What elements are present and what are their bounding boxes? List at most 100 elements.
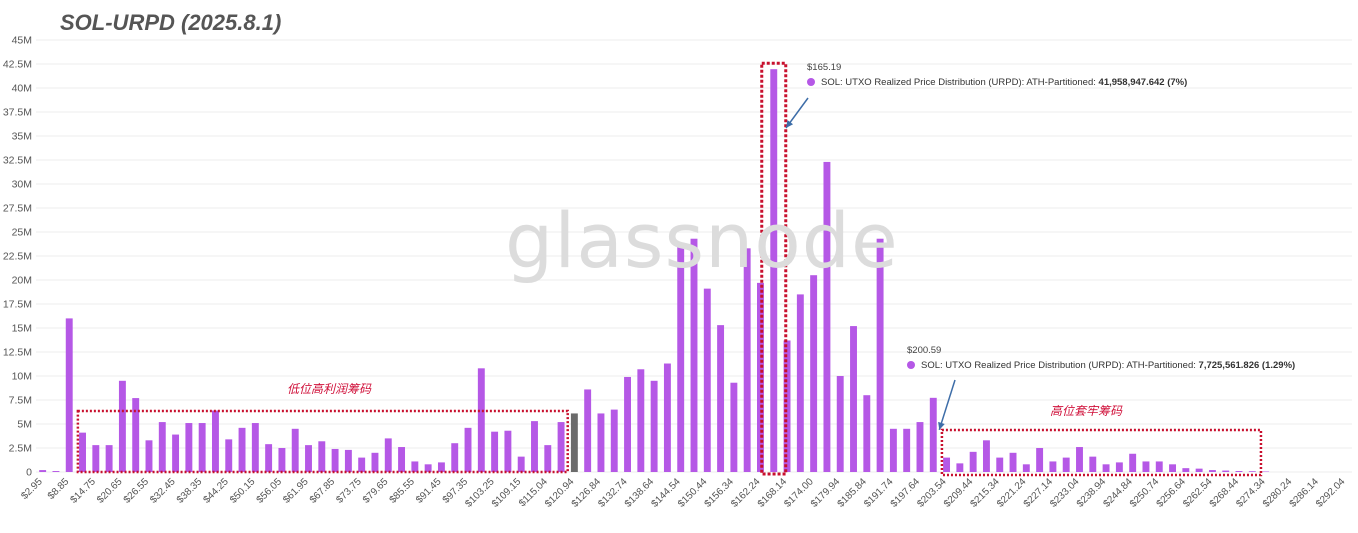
bar-$32.45[interactable] (172, 434, 180, 472)
bar-$82.60[interactable] (398, 447, 406, 472)
bar-$123.89[interactable] (584, 389, 592, 472)
bar-$250.74[interactable] (1155, 461, 1163, 472)
bar-$76.70[interactable] (371, 452, 379, 472)
bar-$17.70[interactable] (105, 445, 113, 472)
bar-$117.99[interactable] (557, 422, 565, 472)
bar-$233.04[interactable] (1076, 447, 1083, 472)
bar-$50.15[interactable] (251, 423, 259, 472)
bar-$79.65[interactable] (384, 438, 392, 472)
bar-$53.10[interactable] (265, 444, 273, 472)
bar-$73.75[interactable] (358, 457, 366, 472)
bar-$147.49[interactable] (690, 238, 698, 472)
high-zone-label: 高位套牢筹码 (1050, 404, 1123, 418)
bar-$126.84[interactable] (597, 413, 605, 472)
bar-$38.35[interactable] (198, 423, 206, 472)
bar-$235.99[interactable] (1089, 456, 1097, 472)
bar-$191.74[interactable] (889, 428, 897, 472)
y-tick-label: 25M (12, 227, 32, 239)
bar-$20.65[interactable] (118, 380, 126, 472)
bar-$141.59[interactable] (663, 363, 671, 472)
bar-$171.09[interactable] (796, 294, 804, 472)
bar-$203.54[interactable] (943, 457, 951, 472)
bar-$44.25[interactable] (225, 439, 233, 472)
bar-$212.39[interactable] (982, 440, 990, 472)
bar-$67.85[interactable] (331, 448, 339, 472)
bar-$247.79[interactable] (1142, 461, 1150, 472)
y-tick-label: 5M (17, 419, 32, 431)
bar-$209.44[interactable] (969, 451, 977, 472)
bar-$159.29[interactable] (743, 248, 751, 472)
bar-$70.80[interactable] (344, 449, 352, 472)
bar-$268.44[interactable] (1235, 471, 1243, 472)
bar-$2.95[interactable] (39, 470, 47, 472)
bar-$103.25[interactable] (491, 431, 499, 472)
bar-$112.10[interactable] (531, 421, 538, 472)
bar-$194.69[interactable] (903, 428, 911, 472)
bar-$153.39[interactable] (717, 325, 725, 472)
bar-$100.30[interactable] (477, 368, 485, 472)
bar-$265.49[interactable] (1222, 470, 1230, 472)
bar-$85.55[interactable] (411, 461, 419, 472)
bar-$135.69[interactable] (637, 369, 645, 472)
bar-$56.05[interactable] (278, 448, 286, 472)
bar-$221.24[interactable] (1022, 464, 1030, 472)
bar-$23.60[interactable] (132, 398, 140, 472)
bar-$256.64[interactable] (1182, 468, 1190, 472)
bar-$106.20[interactable] (504, 430, 512, 472)
bar-$91.45[interactable] (437, 462, 445, 472)
bar-$94.40[interactable] (451, 443, 459, 472)
bar-$5.90[interactable] (52, 471, 60, 472)
y-axis-ticks: 0 2.5M 5M 7.5M 10M 12.5M 15M 17.5M 20M 22.5M 25M 27… (3, 35, 32, 479)
bar-$238.94[interactable] (1102, 464, 1110, 472)
bar-$120.94[interactable] (570, 413, 578, 472)
bar-$41.30[interactable] (211, 410, 219, 472)
y-tick-label: 10M (12, 371, 32, 383)
x-tick-label: $85.55 (388, 476, 418, 506)
bar-$224.19[interactable] (1036, 448, 1044, 472)
bar-$200.59[interactable] (929, 397, 937, 472)
y-tick-label: 17.5M (3, 299, 32, 311)
bar-$29.50[interactable] (158, 422, 166, 472)
bar-$129.79[interactable] (610, 409, 618, 472)
bar-$97.35[interactable] (464, 427, 472, 472)
bar-$165.19[interactable] (770, 69, 778, 473)
bar-$156.34[interactable] (730, 382, 738, 472)
bar-$144.54[interactable] (677, 242, 685, 472)
bar-$215.34[interactable] (996, 457, 1004, 472)
bar-$59.00[interactable] (291, 428, 299, 472)
bar-$8.85[interactable] (65, 318, 73, 472)
bar-$109.15[interactable] (517, 456, 525, 472)
bar-$174.00[interactable] (810, 275, 818, 472)
bar-$188.79[interactable] (876, 238, 884, 472)
bar-$244.84[interactable] (1129, 453, 1137, 472)
bar-$61.95[interactable] (305, 445, 312, 472)
bar-$218.29[interactable] (1009, 452, 1017, 472)
bar-$253.69[interactable] (1169, 464, 1177, 472)
bar-$138.64[interactable] (650, 380, 658, 472)
bar-$115.04[interactable] (544, 445, 552, 472)
bar-$11.80[interactable] (79, 432, 86, 472)
bar-$185.84[interactable] (863, 395, 871, 472)
bar-$35.40[interactable] (185, 423, 193, 472)
bar-$14.75[interactable] (92, 445, 100, 472)
x-tick-label: $26.55 (122, 476, 152, 506)
bar-$64.90[interactable] (318, 441, 326, 472)
y-tick-label: 27.5M (3, 203, 32, 215)
bar-$88.50[interactable] (424, 464, 432, 472)
x-tick-label: $2.95 (19, 476, 45, 502)
bar-$197.64[interactable] (916, 422, 924, 472)
bar-$259.59[interactable] (1195, 468, 1203, 472)
bar-$206.49[interactable] (956, 463, 964, 472)
bar-$227.14[interactable] (1049, 461, 1057, 472)
bar-$47.20[interactable] (238, 427, 246, 472)
bar-$230.09[interactable] (1062, 457, 1070, 472)
bar-$26.55[interactable] (145, 440, 153, 472)
bar-$132.74[interactable] (624, 376, 631, 472)
bar-$271.39[interactable] (1248, 471, 1256, 472)
bar-$176.99[interactable] (823, 161, 831, 473)
bar-$150.44[interactable] (703, 288, 711, 472)
bar-$179.94[interactable] (836, 376, 844, 472)
bar-$262.54[interactable] (1208, 470, 1216, 472)
bar-$182.89[interactable] (850, 326, 857, 472)
bar-$241.89[interactable] (1115, 462, 1123, 472)
